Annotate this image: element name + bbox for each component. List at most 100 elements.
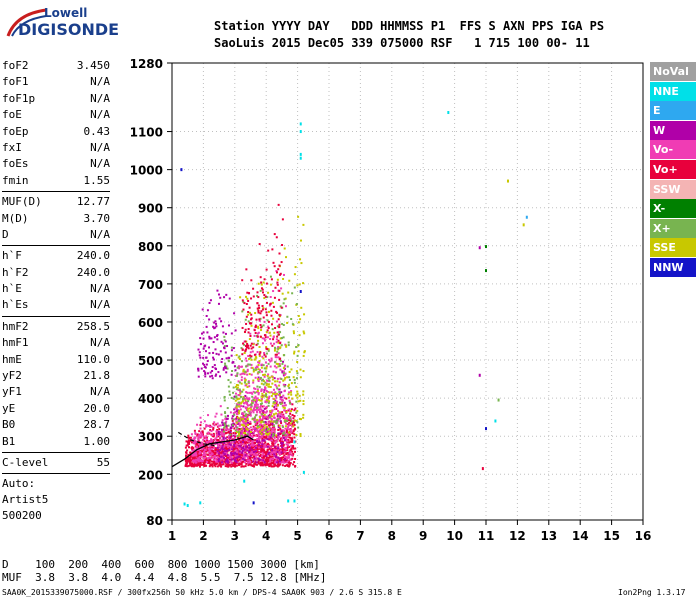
echo-point [264, 370, 267, 373]
echo-point [256, 388, 259, 391]
echo-point [282, 432, 285, 435]
echo-point [276, 437, 279, 440]
echo-point [238, 412, 241, 415]
echo-point [285, 457, 288, 460]
echo-point [261, 434, 264, 437]
echo-point [222, 442, 225, 445]
echo-point [253, 453, 256, 456]
echo-point [268, 304, 271, 307]
echo-point [248, 446, 251, 449]
echo-point [249, 318, 252, 321]
echo-point [262, 459, 265, 462]
echo-point [278, 458, 281, 461]
echo-point [262, 324, 265, 327]
echo-point [281, 440, 284, 443]
echo-point [256, 291, 259, 294]
echo-point [271, 439, 274, 442]
echo-point [189, 436, 192, 439]
echo-point [230, 349, 233, 352]
echo-point [288, 452, 291, 455]
echo-point [241, 450, 244, 453]
echo-point [205, 423, 208, 426]
echo-point [275, 419, 278, 422]
echo-point [295, 303, 298, 306]
echo-point [248, 398, 251, 401]
echo-point [249, 454, 252, 457]
echo-point [249, 344, 252, 347]
echo-point [199, 461, 202, 464]
echo-point [239, 451, 242, 454]
echo-point [263, 439, 266, 442]
echo-point [243, 302, 246, 305]
echo-point [227, 457, 230, 460]
echo-point [244, 394, 247, 397]
echo-point [245, 346, 248, 349]
echo-point [258, 435, 261, 438]
echo-point [257, 311, 260, 314]
echo-point [268, 454, 271, 457]
echo-point [254, 324, 257, 327]
echo-point [252, 379, 255, 382]
echo-point [200, 447, 203, 450]
echo-point [267, 325, 270, 328]
param-value: 55 [96, 455, 110, 469]
echo-point [295, 385, 298, 388]
param-row: foE N/A [2, 107, 110, 123]
echo-point [290, 317, 293, 320]
echo-point [246, 391, 249, 394]
echo-point [252, 409, 255, 412]
echo-point [242, 415, 245, 418]
echo-point [254, 400, 257, 403]
param-name: yE [2, 401, 16, 415]
echo-point [286, 417, 289, 420]
echo-point [261, 355, 264, 358]
echo-point [233, 459, 236, 462]
echo-point [287, 461, 290, 464]
echo-point [293, 273, 296, 276]
echo-point [227, 385, 230, 388]
echo-point [260, 427, 263, 430]
echo-point [269, 434, 272, 437]
echo-point [269, 410, 272, 413]
echo-point [185, 440, 188, 443]
echo-point [200, 441, 203, 444]
echo-point [263, 461, 266, 464]
echo-point [205, 445, 208, 448]
echo-point [192, 463, 195, 466]
echo-point [198, 443, 201, 446]
echo-point [241, 441, 244, 444]
param-row: h`F 240.0 [2, 248, 110, 264]
echo-point [226, 431, 229, 434]
echo-point [201, 430, 204, 433]
echo-point [214, 320, 217, 323]
echo-point [288, 462, 291, 465]
echo-point [237, 389, 240, 392]
echo-point [263, 411, 266, 414]
echo-point [222, 368, 225, 371]
echo-point [274, 399, 277, 402]
echo-point [234, 434, 237, 437]
echo-point [201, 459, 204, 462]
echo-point [288, 436, 291, 439]
echo-point [260, 455, 263, 458]
echo-point [276, 325, 279, 328]
echo-point [252, 287, 255, 290]
echo-point [256, 418, 259, 421]
echo-point [248, 311, 251, 314]
echo-point [284, 364, 287, 367]
echo-point [185, 444, 188, 447]
autoscaling-text: 500200 [2, 509, 42, 523]
echo-point [298, 334, 301, 337]
echo-point [265, 462, 268, 465]
echo-point [285, 464, 288, 467]
echo-point [197, 438, 200, 441]
echo-point [289, 402, 292, 405]
echo-point [215, 435, 218, 438]
echo-point [267, 456, 270, 459]
echo-point [278, 451, 281, 454]
echo-point [241, 310, 244, 313]
echo-point [257, 282, 260, 285]
y-tick-label: 900 [138, 202, 163, 216]
param-row: foF2 3.450 [2, 58, 110, 74]
echo-point [279, 273, 282, 276]
